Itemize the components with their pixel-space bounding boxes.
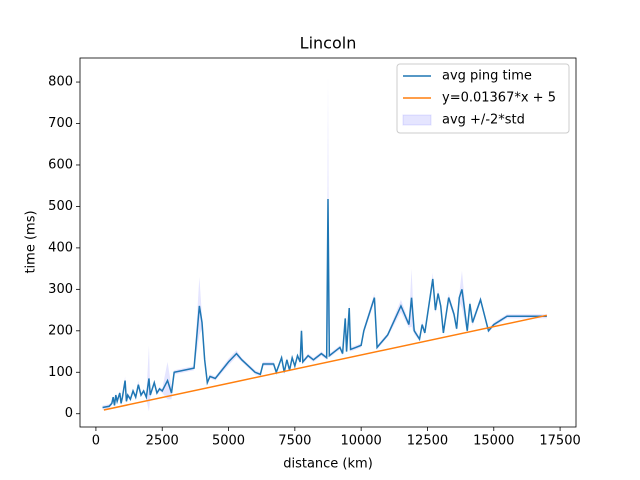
line	[102, 198, 547, 409]
x-tick-label: 7500	[278, 434, 311, 449]
x-tick-label: 17500	[539, 434, 580, 449]
y-tick-label: 800	[48, 75, 73, 90]
legend-label: avg +/-2*std	[442, 113, 525, 128]
x-axis-label: distance (km)	[283, 457, 373, 472]
y-tick-label: 500	[48, 199, 73, 214]
x-tick-label: 15000	[473, 434, 514, 449]
y-tick-label: 400	[48, 240, 73, 255]
y-tick-label: 100	[48, 365, 73, 380]
x-tick-label: 0	[92, 434, 100, 449]
y-tick-label: 0	[65, 406, 73, 421]
x-tick-label: 10000	[340, 434, 381, 449]
legend-label: y=0.01367*x + 5	[442, 91, 556, 106]
y-axis-label: time (ms)	[24, 210, 39, 273]
legend-box	[396, 63, 570, 134]
legend-swatch	[402, 114, 432, 126]
y-tick-label: 200	[48, 323, 73, 338]
line	[103, 314, 547, 411]
x-tick-label: 12500	[407, 434, 448, 449]
y-tick-label: 700	[48, 116, 73, 131]
chart-title: Lincoln	[300, 34, 357, 53]
plot-frame	[79, 57, 577, 428]
y-tick-label: 300	[48, 282, 73, 297]
y-tick-label: 600	[48, 157, 73, 172]
x-tick-label: 5000	[212, 434, 245, 449]
x-tick-label: 2500	[146, 434, 179, 449]
legend-label: avg ping time	[442, 69, 532, 84]
